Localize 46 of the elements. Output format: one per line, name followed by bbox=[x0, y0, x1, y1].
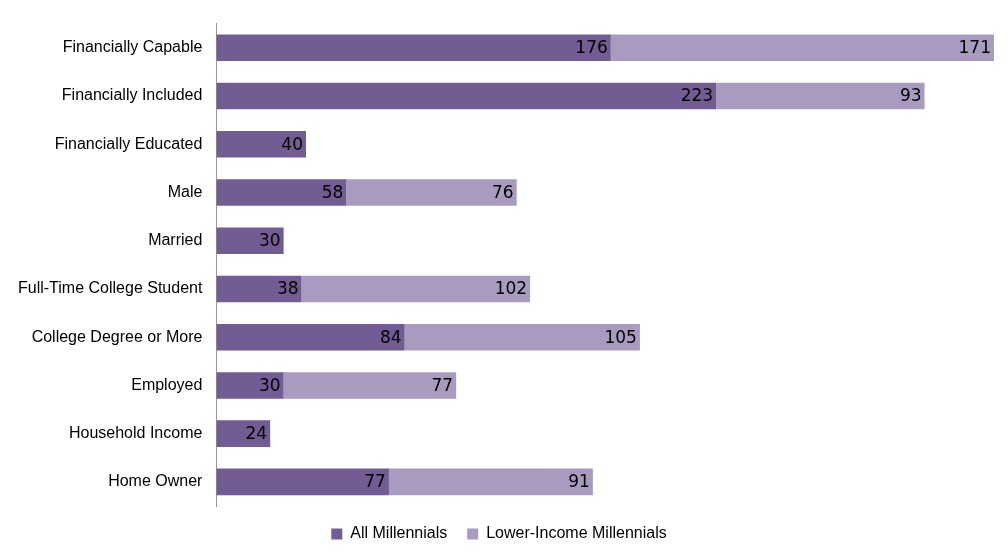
data-label: 91 bbox=[568, 471, 590, 492]
data-label: 30 bbox=[258, 374, 281, 395]
bar bbox=[216, 275, 302, 303]
bar bbox=[216, 468, 389, 496]
bar bbox=[388, 468, 593, 496]
data-label: 171 bbox=[958, 37, 991, 58]
bar bbox=[216, 130, 307, 158]
bar bbox=[404, 323, 640, 351]
data-label: 105 bbox=[604, 326, 637, 347]
data-label: 77 bbox=[364, 471, 386, 492]
data-label: 176 bbox=[575, 37, 608, 58]
y-tick-label: Full-Time College Student bbox=[18, 279, 203, 297]
data-label: 24 bbox=[245, 423, 268, 444]
y-tick-label: Household Income bbox=[68, 424, 203, 442]
data-label: 223 bbox=[680, 85, 714, 106]
y-tick-label: Home Owner bbox=[108, 472, 204, 490]
data-label: 38 bbox=[276, 278, 299, 299]
bar bbox=[216, 179, 347, 206]
bar bbox=[716, 82, 925, 110]
data-label: 84 bbox=[379, 326, 402, 347]
data-label: 93 bbox=[899, 85, 922, 106]
data-label: 58 bbox=[321, 181, 344, 202]
data-label: 102 bbox=[494, 278, 528, 299]
bar bbox=[610, 34, 994, 61]
legend-label: Lower-Income Millennials bbox=[486, 524, 667, 542]
legend-label: All Millennials bbox=[350, 524, 448, 542]
bar bbox=[216, 323, 405, 351]
data-label: 77 bbox=[431, 374, 454, 395]
y-tick-label: Employed bbox=[131, 375, 203, 393]
bar bbox=[216, 227, 284, 254]
y-tick-label: Financially Educated bbox=[54, 134, 203, 152]
data-label: 30 bbox=[258, 230, 281, 251]
bar bbox=[346, 179, 517, 206]
y-tick-label: College Degree or More bbox=[31, 327, 203, 345]
y-tick-label: Financially Capable bbox=[62, 38, 203, 56]
data-label: 40 bbox=[281, 133, 304, 154]
bar bbox=[216, 34, 611, 61]
bar bbox=[283, 372, 457, 399]
y-tick-label: Financially Included bbox=[61, 86, 203, 104]
y-tick-label: Married bbox=[148, 231, 203, 249]
bar bbox=[216, 420, 271, 447]
data-label: 76 bbox=[492, 181, 514, 202]
y-tick-label: Male bbox=[167, 182, 203, 200]
bar bbox=[216, 82, 717, 110]
bar bbox=[216, 372, 284, 399]
bar bbox=[301, 275, 531, 303]
